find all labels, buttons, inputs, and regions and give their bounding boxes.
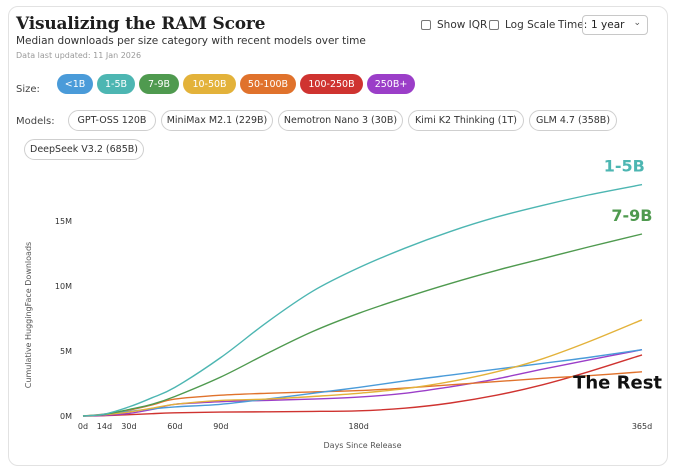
log-scale-label: Log Scale: [505, 19, 556, 31]
size-pill-label: 7-9B: [147, 78, 171, 90]
y-tick-label: 0M: [60, 412, 72, 421]
model-chip-label: Nemotron Nano 3 (30B): [283, 115, 398, 126]
size-pill-7-9b[interactable]: 7-9B: [139, 74, 179, 94]
y-axis-label: Cumulative HuggingFace Downloads: [24, 242, 33, 388]
models-row-label: Models:: [16, 116, 55, 127]
chevron-down-icon: ⌄: [633, 18, 641, 28]
size-pill-label: 50-100B: [247, 78, 289, 90]
show-iqr-toggle[interactable]: Show IQR: [421, 19, 487, 31]
size-pill-label: 1-5B: [104, 78, 128, 90]
model-chip-label: Kimi K2 Thinking (1T): [414, 115, 518, 126]
size-pill-label: <1B: [64, 78, 86, 90]
series-line-10-50B: [82, 319, 643, 417]
size-pill-label: 10-50B: [192, 78, 227, 90]
size-pill-lt1b[interactable]: <1B: [57, 74, 93, 94]
time-select[interactable]: 1 year ⌄: [582, 15, 648, 35]
model-chip-nemotron[interactable]: Nemotron Nano 3 (30B): [278, 110, 403, 131]
time-label: Time:: [558, 19, 587, 31]
model-chip-label: MiniMax M2.1 (229B): [166, 115, 268, 126]
show-iqr-label: Show IQR: [437, 19, 488, 31]
model-chip-label: GLM 4.7 (358B): [535, 115, 611, 126]
size-pill-100-250b[interactable]: 100-250B: [300, 74, 363, 94]
show-iqr-checkbox[interactable]: [421, 20, 431, 30]
time-label-text: Time:: [558, 19, 588, 31]
series-line-250B+: [82, 349, 643, 417]
model-chip-label: DeepSeek V3.2 (685B): [30, 144, 138, 155]
page-subtitle: Median downloads per size category with …: [16, 35, 366, 47]
annotation-label: The Rest: [573, 373, 662, 394]
time-select-value: 1 year: [591, 19, 625, 31]
size-pill-50-100b[interactable]: 50-100B: [240, 74, 296, 94]
page-title: Visualizing the RAM Score: [16, 14, 266, 34]
series-line-50-100B: [82, 371, 643, 417]
size-pill-1-5b[interactable]: 1-5B: [97, 74, 135, 94]
x-tick-label: 365d: [632, 422, 652, 431]
size-row-label: Size:: [16, 84, 40, 95]
x-tick-label: 90d: [213, 422, 228, 431]
model-chip-minimax[interactable]: MiniMax M2.1 (229B): [161, 110, 273, 131]
x-tick-label: 0d: [78, 422, 88, 431]
x-axis-label: Days Since Release: [324, 441, 402, 450]
model-chip-kimi[interactable]: Kimi K2 Thinking (1T): [408, 110, 524, 131]
size-pill-10-50b[interactable]: 10-50B: [183, 74, 236, 94]
log-scale-checkbox[interactable]: [489, 20, 499, 30]
series-line-1-5B: [82, 183, 643, 417]
size-pill-250b-plus[interactable]: 250B+: [367, 74, 415, 94]
y-tick-label: 5M: [60, 347, 72, 356]
log-scale-toggle[interactable]: Log Scale: [489, 19, 555, 31]
size-pill-label: 100-250B: [308, 78, 355, 90]
x-tick-label: 60d: [167, 422, 182, 431]
size-pill-label: 250B+: [374, 78, 408, 90]
model-chip-glm[interactable]: GLM 4.7 (358B): [529, 110, 617, 131]
x-tick-label: 180d: [348, 422, 368, 431]
last-updated-text: Data last updated: 11 Jan 2026: [16, 51, 142, 60]
model-chip-deepseek[interactable]: DeepSeek V3.2 (685B): [24, 139, 144, 160]
annotation-label: 7-9B: [611, 206, 652, 225]
y-tick-label: 10M: [55, 282, 72, 291]
x-tick-label: 30d: [121, 422, 136, 431]
series-line-100-250B: [82, 354, 643, 417]
x-tick-label: 14d: [97, 422, 112, 431]
model-chip-gpt-oss[interactable]: GPT-OSS 120B: [68, 110, 156, 131]
annotation-label: 1-5B: [604, 157, 645, 176]
model-chip-label: GPT-OSS 120B: [77, 115, 147, 126]
series-line-7-9B: [82, 233, 643, 417]
y-tick-label: 15M: [55, 217, 72, 226]
